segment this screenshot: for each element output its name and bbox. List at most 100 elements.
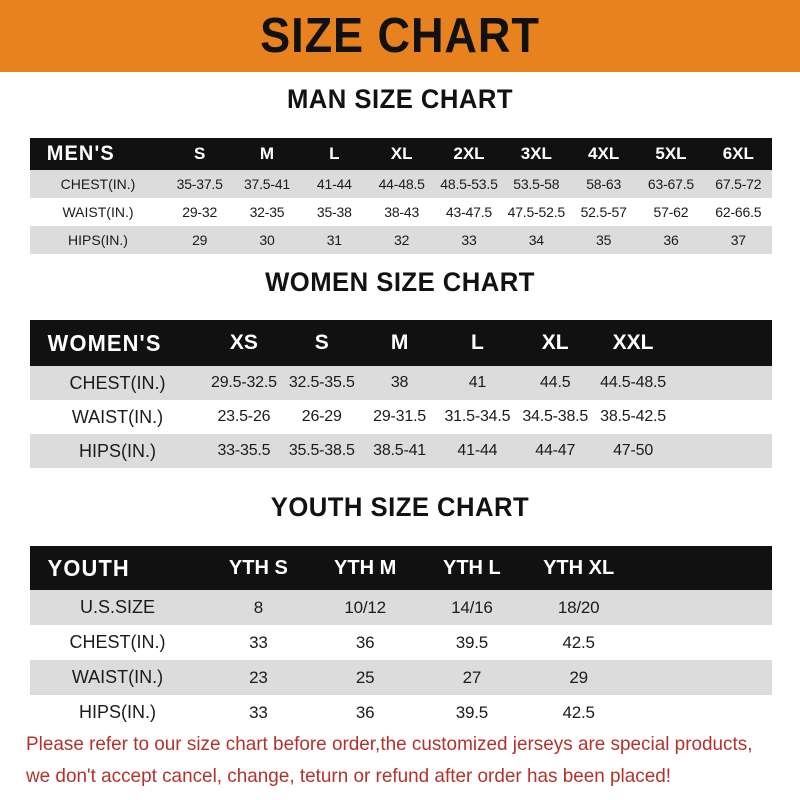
men-cell-0-0: 35-37.5 (166, 170, 234, 198)
youth-row-1-spacer (632, 625, 772, 660)
women-header-spacer (672, 320, 772, 366)
men-row-label-header: MEN'S (46, 142, 115, 165)
men-col-header-0: S (193, 144, 206, 163)
men-col-header-8: 6XL (722, 144, 754, 163)
youth-table-head: YOUTH YTH S YTH M YTH L YTH XL (30, 546, 772, 590)
women-row-1-spacer (672, 400, 772, 434)
women-col-header-2: M (390, 331, 409, 354)
men-cell-2-0: 29 (166, 226, 234, 254)
men-cell-1-0: 29-32 (166, 198, 234, 226)
men-cell-0-8: 67.5-72 (704, 170, 772, 198)
men-col-header-5: 3XL (520, 144, 552, 163)
youth-cell-3-3: 42.5 (525, 695, 632, 730)
men-cell-2-3: 32 (367, 226, 436, 254)
women-row-label-header: WOMEN'S (47, 329, 162, 356)
women-cell-0-0: 29.5-32.5 (205, 366, 283, 400)
table-row: HIPS(IN.) 33-35.5 35.5-38.5 38.5-41 41-4… (30, 434, 772, 468)
men-cell-0-2: 41-44 (300, 170, 368, 198)
page-title: SIZE CHART (260, 8, 540, 63)
men-cell-1-6: 52.5-57 (569, 198, 638, 226)
men-header-row: MEN'S S M L XL 2XL 3XL 4XL 5XL 6XL (30, 138, 772, 170)
men-col-header-3: XL (390, 144, 413, 163)
youth-header-spacer (632, 546, 772, 590)
women-table-body: CHEST(IN.) 29.5-32.5 32.5-35.5 38 41 44.… (30, 366, 772, 468)
table-row: CHEST(IN.) 33 36 39.5 42.5 (30, 625, 772, 660)
table-row: U.S.SIZE 8 10/12 14/16 18/20 (30, 590, 772, 625)
women-cell-0-2: 38 (360, 366, 439, 400)
youth-cell-0-2: 14/16 (418, 590, 526, 625)
men-cell-0-7: 63-67.5 (637, 170, 705, 198)
men-cell-1-3: 38-43 (367, 198, 436, 226)
youth-cell-2-2: 27 (418, 660, 526, 695)
women-col-header-3: L (470, 331, 484, 354)
men-col-header-4: 2XL (453, 144, 485, 163)
women-row-1-label: WAIST(IN.) (30, 400, 205, 434)
women-cell-2-5: 47-50 (594, 434, 672, 468)
women-col-header-0: XS (229, 331, 258, 354)
youth-header-row: YOUTH YTH S YTH M YTH L YTH XL (30, 546, 772, 590)
youth-cell-2-1: 25 (311, 660, 419, 695)
men-col-header-7: 5XL (655, 144, 687, 163)
table-row: HIPS(IN.) 33 36 39.5 42.5 (30, 695, 772, 730)
youth-row-label-header: YOUTH (47, 554, 130, 581)
men-cell-2-5: 34 (502, 226, 570, 254)
youth-cell-2-0: 23 (205, 660, 312, 695)
men-table: MEN'S S M L XL 2XL 3XL 4XL 5XL 6XL CHEST… (30, 138, 772, 254)
men-row-0-label: CHEST(IN.) (30, 170, 166, 198)
women-cell-2-1: 35.5-38.5 (282, 434, 361, 468)
men-col-header-6: 4XL (588, 144, 620, 163)
youth-section-title: YOUTH SIZE CHART (270, 492, 530, 522)
men-cell-2-1: 30 (233, 226, 301, 254)
men-cell-1-4: 43-47.5 (435, 198, 503, 226)
order-policy-note-line-1: Please refer to our size chart before or… (26, 733, 753, 755)
youth-col-header-2: YTH L (442, 556, 501, 579)
men-table-head: MEN'S S M L XL 2XL 3XL 4XL 5XL 6XL (30, 138, 772, 170)
youth-cell-1-2: 39.5 (418, 625, 526, 660)
women-row-2-label: HIPS(IN.) (30, 434, 205, 468)
youth-row-3-spacer (632, 695, 772, 730)
women-cell-0-5: 44.5-48.5 (594, 366, 672, 400)
women-row-0-label: CHEST(IN.) (30, 366, 205, 400)
men-cell-1-5: 47.5-52.5 (502, 198, 570, 226)
youth-cell-3-1: 36 (311, 695, 419, 730)
women-cell-1-5: 38.5-42.5 (594, 400, 672, 434)
men-cell-0-4: 48.5-53.5 (435, 170, 503, 198)
men-cell-1-2: 35-38 (300, 198, 368, 226)
women-cell-2-2: 38.5-41 (360, 434, 439, 468)
men-cell-1-1: 32-35 (233, 198, 301, 226)
men-cell-2-6: 35 (569, 226, 638, 254)
youth-row-2-label: WAIST(IN.) (30, 660, 205, 695)
women-cell-2-4: 44-47 (516, 434, 595, 468)
women-table-head: WOMEN'S XS S M L XL XXL (30, 320, 772, 366)
men-col-header-2: L (329, 144, 340, 163)
youth-row-1-label: CHEST(IN.) (30, 625, 205, 660)
men-cell-0-5: 53.5-58 (502, 170, 570, 198)
youth-cell-3-2: 39.5 (418, 695, 526, 730)
table-row: WAIST(IN.) 23.5-26 26-29 29-31.5 31.5-34… (30, 400, 772, 434)
youth-cell-0-0: 8 (205, 590, 312, 625)
men-cell-2-8: 37 (704, 226, 772, 254)
men-cell-0-1: 37.5-41 (233, 170, 301, 198)
order-policy-note: Please refer to our size chart before or… (26, 728, 755, 792)
men-cell-2-7: 36 (637, 226, 705, 254)
table-row: HIPS(IN.) 29 30 31 32 33 34 35 36 37 (30, 226, 772, 254)
men-section-title: MAN SIZE CHART (286, 84, 514, 114)
men-row-2-label: HIPS(IN.) (30, 226, 166, 254)
page-banner: SIZE CHART (0, 0, 800, 72)
youth-row-3-label: HIPS(IN.) (30, 695, 205, 730)
table-row: WAIST(IN.) 23 25 27 29 (30, 660, 772, 695)
youth-size-table: YOUTH YTH S YTH M YTH L YTH XL U.S.SIZE … (30, 546, 772, 730)
youth-cell-0-3: 18/20 (525, 590, 632, 625)
youth-table: YOUTH YTH S YTH M YTH L YTH XL U.S.SIZE … (30, 546, 772, 730)
women-section-title: WOMEN SIZE CHART (265, 267, 535, 297)
women-cell-0-3: 41 (438, 366, 517, 400)
youth-col-header-3: YTH XL (543, 556, 615, 579)
women-cell-2-0: 33-35.5 (205, 434, 283, 468)
youth-cell-1-0: 33 (205, 625, 312, 660)
women-cell-0-4: 44.5 (516, 366, 595, 400)
women-cell-1-0: 23.5-26 (205, 400, 283, 434)
women-cell-2-3: 41-44 (438, 434, 517, 468)
youth-cell-1-1: 36 (311, 625, 419, 660)
youth-cell-3-0: 33 (205, 695, 312, 730)
